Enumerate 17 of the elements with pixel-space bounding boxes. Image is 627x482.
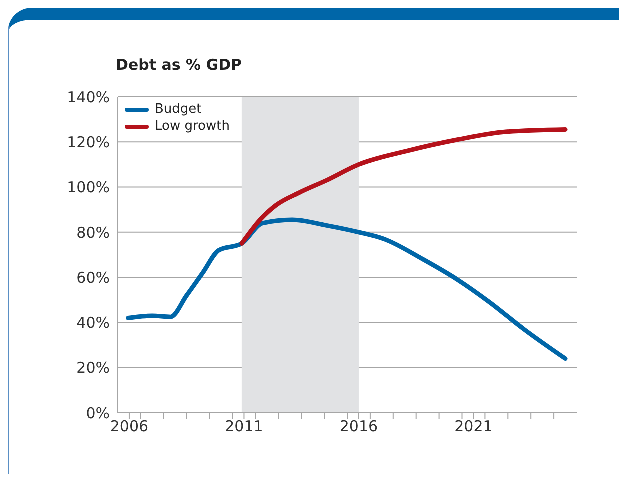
y-tick-label: 0% [86,404,110,422]
x-tick-label: 2016 [340,418,378,436]
y-tick-label: 60% [76,268,110,287]
y-tick-label: 20% [76,359,110,378]
y-tick-label: 40% [76,314,110,332]
x-tick-label: 2011 [225,418,264,436]
line-series [126,218,568,362]
y-tick-label: 140% [67,88,110,106]
y-tick-label: 80% [76,224,110,242]
legend-label: Low growth [155,118,230,135]
x-tick-label: 2006 [110,418,149,436]
x-tick-label: 2021 [454,418,493,436]
legend-label: Budget [155,101,202,118]
line-series [240,127,568,246]
y-tick-label: 100% [67,178,110,197]
y-tick-label: 120% [67,133,110,152]
chart-title: Debt as % GDP [116,56,242,74]
